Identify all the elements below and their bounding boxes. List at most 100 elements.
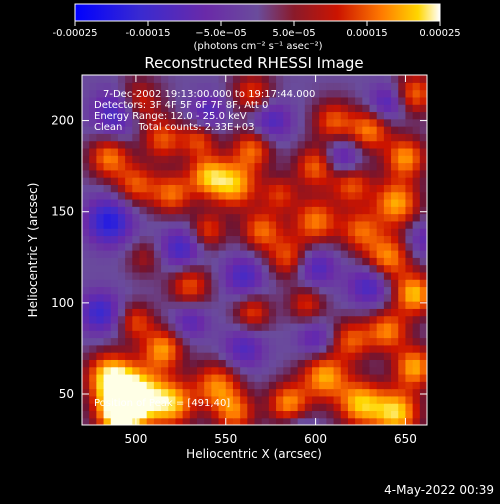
heatmap-cell [233, 192, 241, 200]
heatmap-cell [247, 338, 255, 346]
heatmap-cell [190, 389, 198, 397]
heatmap-cell [384, 235, 392, 243]
heatmap-cell [377, 90, 385, 98]
heatmap-cell [89, 418, 97, 426]
heatmap-cell [161, 352, 169, 360]
heatmap-cell [326, 250, 334, 258]
heatmap-cell [89, 389, 97, 397]
heatmap-cell [140, 359, 148, 367]
heatmap-cell [384, 250, 392, 258]
heatmap-cell [140, 301, 148, 309]
heatmap-cell [334, 338, 342, 346]
heatmap-cell [140, 367, 148, 375]
heatmap-cell [405, 75, 413, 83]
heatmap-cell [384, 323, 392, 331]
heatmap-cell [140, 279, 148, 287]
heatmap-cell [362, 177, 370, 185]
heatmap-cell [197, 75, 205, 83]
heatmap-cell [391, 367, 399, 375]
heatmap-cell [168, 316, 176, 324]
heatmap-cell [161, 265, 169, 273]
heatmap-cell [154, 75, 162, 83]
heatmap-cell [161, 257, 169, 265]
heatmap-cell [175, 374, 183, 382]
heatmap-cell [391, 155, 399, 163]
heatmap-cell [204, 308, 212, 316]
heatmap-cell [348, 177, 356, 185]
heatmap-cell [132, 294, 140, 302]
heatmap-cell [290, 243, 298, 251]
heatmap-cell [82, 374, 90, 382]
heatmap-cell [161, 272, 169, 280]
heatmap-cell [190, 243, 198, 251]
heatmap-cell [326, 133, 334, 141]
heatmap-cell [298, 163, 306, 171]
heatmap-cell [255, 170, 263, 178]
heatmap-cell [384, 184, 392, 192]
heatmap-cell [319, 148, 327, 156]
heatmap-cell [305, 170, 313, 178]
heatmap-cell [111, 243, 119, 251]
heatmap-cell [370, 294, 378, 302]
heatmap-cell [348, 257, 356, 265]
heatmap-cell [240, 141, 248, 149]
heatmap-cell [391, 221, 399, 229]
heatmap-cell [290, 75, 298, 83]
heatmap-cell [290, 279, 298, 287]
heatmap-cell [420, 374, 428, 382]
heatmap-cell [319, 367, 327, 375]
heatmap-cell [290, 214, 298, 222]
heatmap-cell [391, 133, 399, 141]
heatmap-cell [147, 235, 155, 243]
heatmap-cell [341, 177, 349, 185]
heatmap-cell [348, 323, 356, 331]
heatmap-cell [147, 133, 155, 141]
heatmap-cell [219, 410, 227, 418]
heatmap-cell [82, 75, 90, 83]
heatmap-cell [233, 141, 241, 149]
heatmap-cell [96, 323, 104, 331]
heatmap-cell [305, 177, 313, 185]
heatmap-cell [405, 184, 413, 192]
heatmap-cell [104, 286, 112, 294]
heatmap-cell [334, 199, 342, 207]
heatmap-cell [413, 148, 421, 156]
heatmap-cell [398, 381, 406, 389]
heatmap-cell [233, 148, 241, 156]
heatmap-cell [305, 308, 313, 316]
heatmap-cell [118, 235, 126, 243]
heatmap-cell [362, 119, 370, 127]
heatmap-cell [312, 155, 320, 163]
heatmap-cell [305, 133, 313, 141]
heatmap-cell [305, 104, 313, 112]
heatmap-cell [405, 221, 413, 229]
heatmap-cell [197, 235, 205, 243]
heatmap-cell [405, 111, 413, 119]
heatmap-cell [190, 308, 198, 316]
heatmap-cell [247, 367, 255, 375]
heatmap-cell [262, 389, 270, 397]
heatmap-cell [183, 345, 191, 353]
heatmap-cell [132, 338, 140, 346]
heatmap-cell [183, 170, 191, 178]
heatmap-cell [204, 133, 212, 141]
heatmap-cell [391, 308, 399, 316]
heatmap-cell [334, 177, 342, 185]
heatmap-cell [405, 359, 413, 367]
heatmap-cell [226, 381, 234, 389]
heatmap-cell [183, 410, 191, 418]
heatmap-cell [319, 199, 327, 207]
heatmap-cell [269, 316, 277, 324]
heatmap-cell [111, 316, 119, 324]
heatmap-cell [290, 323, 298, 331]
heatmap-cell [398, 206, 406, 214]
heatmap-cell [96, 294, 104, 302]
heatmap-cell [312, 396, 320, 404]
heatmap-cell [276, 301, 284, 309]
heatmap-cell [420, 228, 428, 236]
heatmap-cell [154, 367, 162, 375]
heatmap-cell [118, 228, 126, 236]
heatmap-cell [175, 301, 183, 309]
heatmap-cell [111, 228, 119, 236]
heatmap-cell [413, 192, 421, 200]
